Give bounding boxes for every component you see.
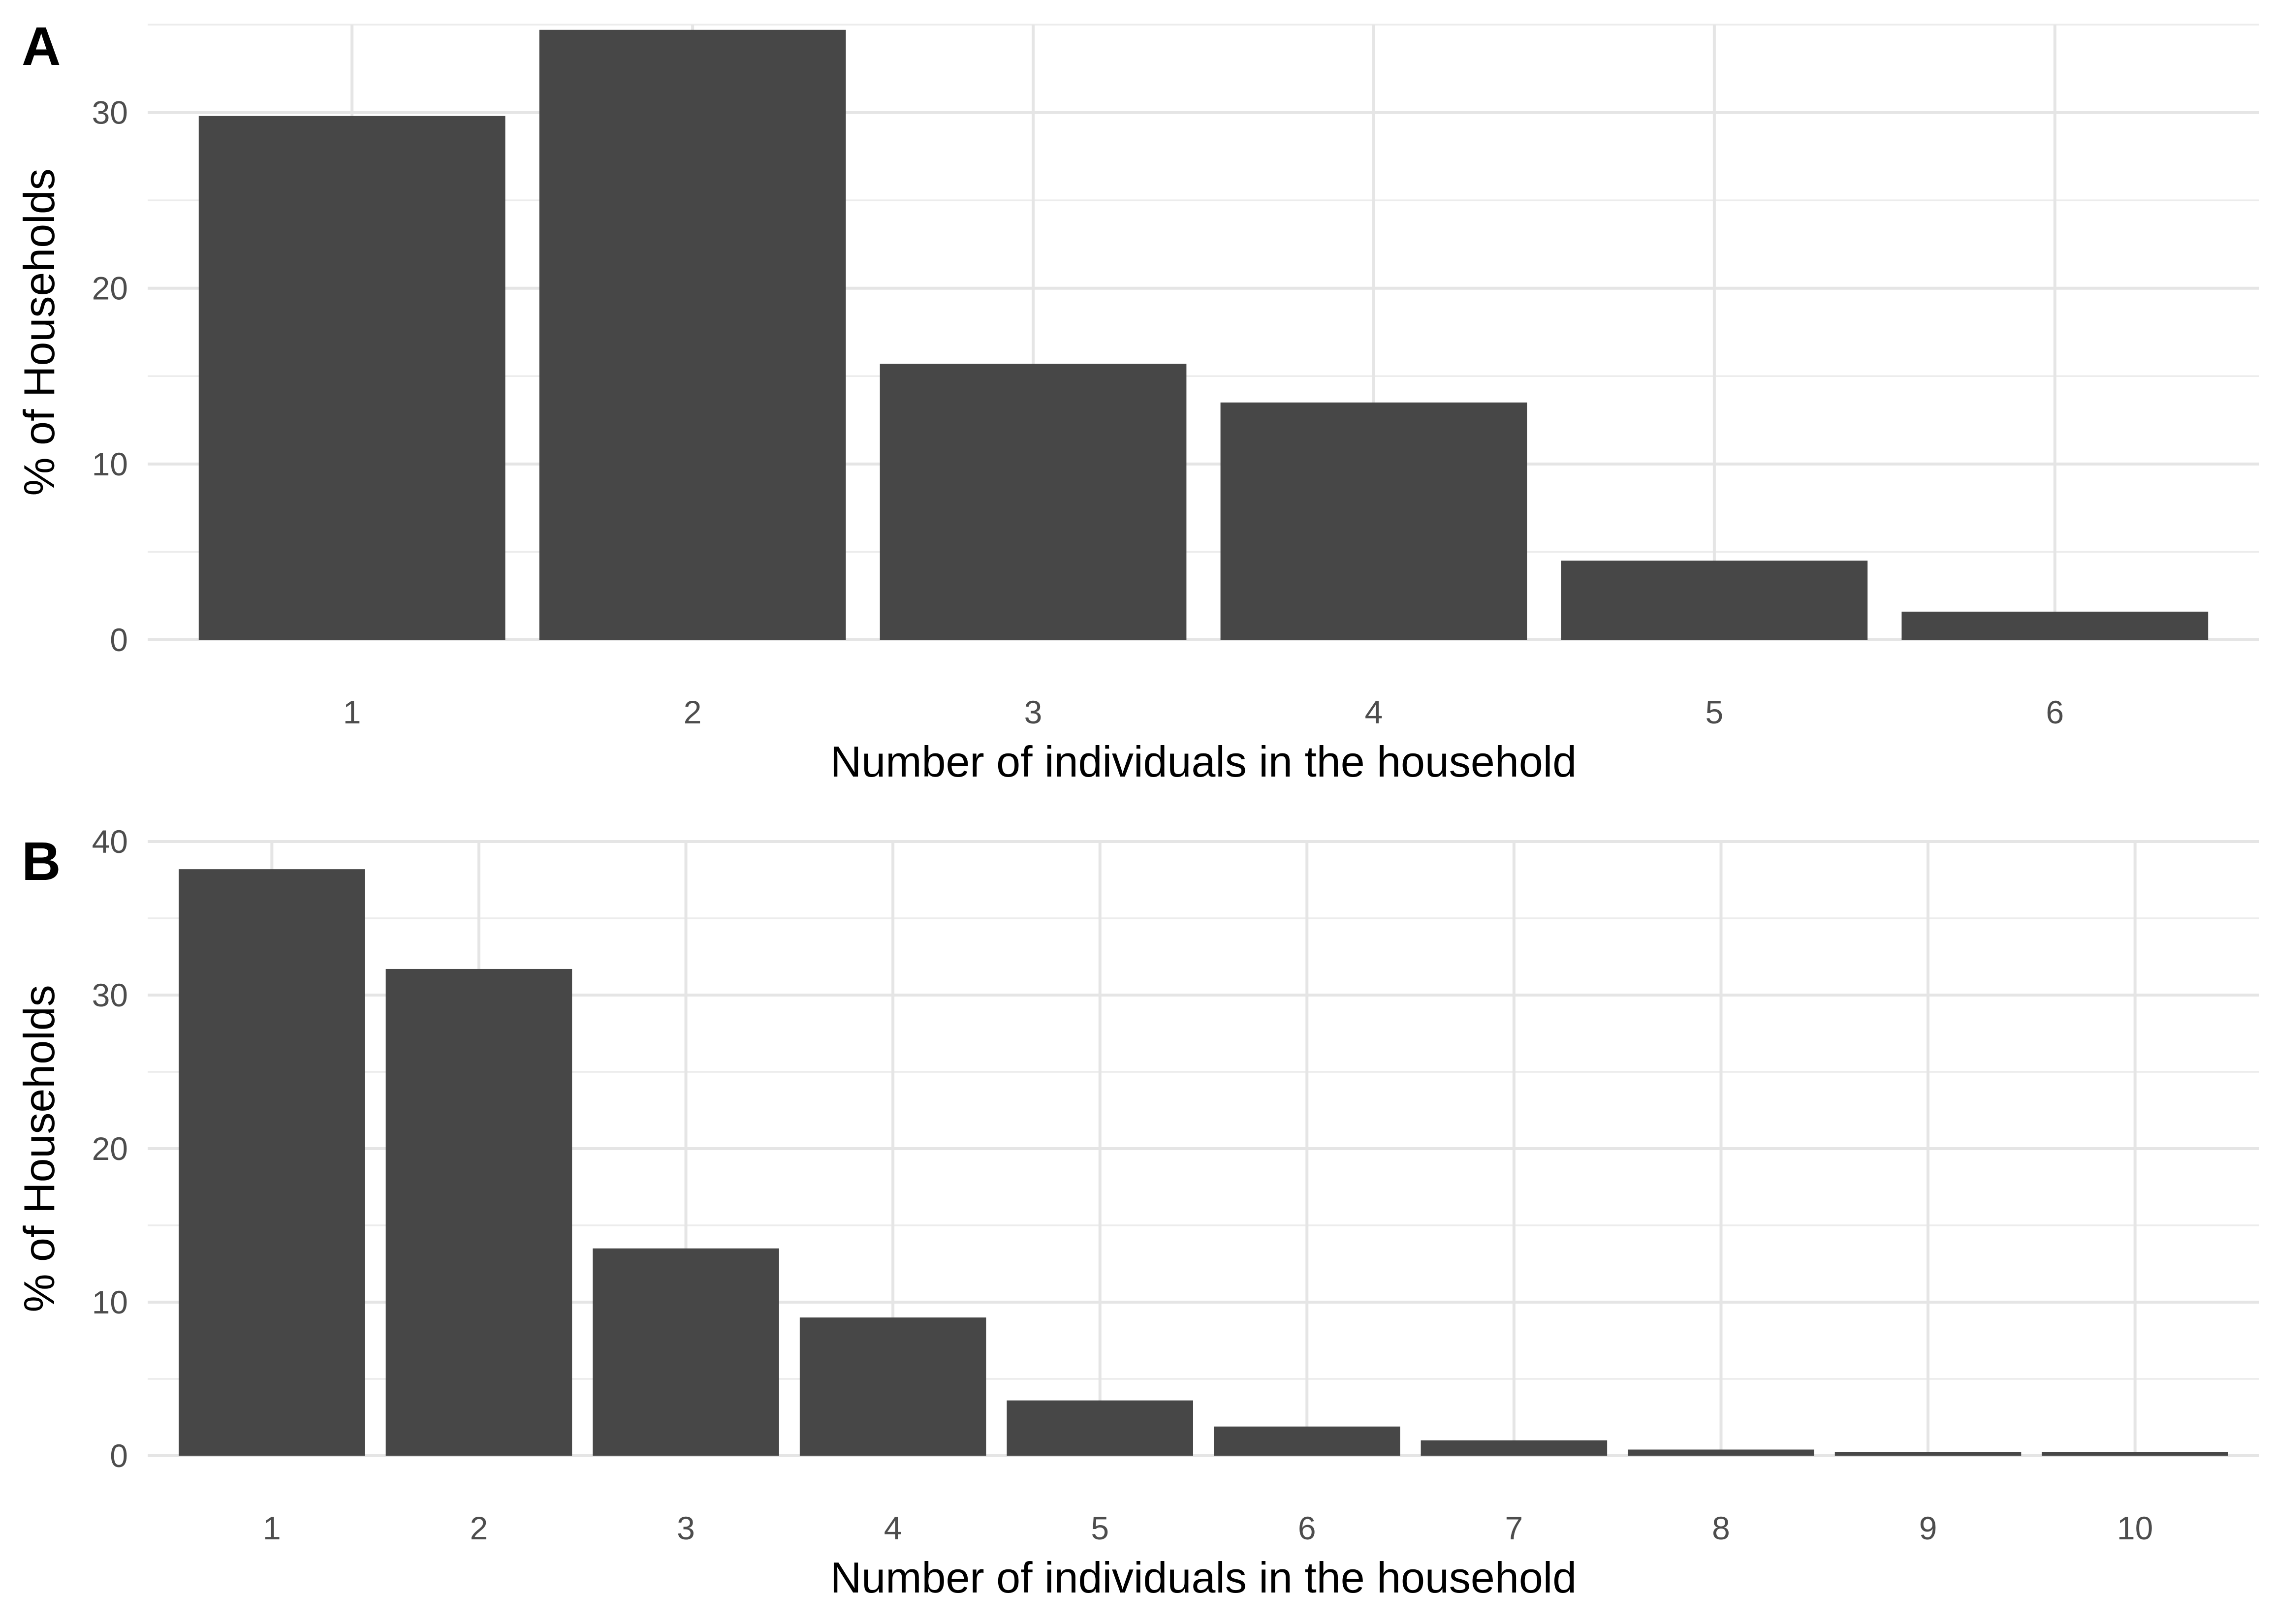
bar-1	[179, 869, 365, 1456]
y-tick-label: 20	[92, 1130, 128, 1167]
y-tick-label: 30	[92, 977, 128, 1013]
x-tick-label: 3	[677, 1510, 695, 1546]
x-axis-title: Number of individuals in the household	[830, 737, 1577, 786]
x-tick-label: 2	[470, 1510, 488, 1546]
bar-4	[1220, 402, 1527, 640]
panel-letter: A	[22, 16, 61, 77]
x-tick-label: 4	[884, 1510, 902, 1546]
x-tick-label: 5	[1091, 1510, 1109, 1546]
bar-5	[1561, 561, 1868, 640]
y-tick-label: 0	[110, 622, 128, 658]
bar-2	[385, 968, 572, 1456]
bar-5	[1007, 1400, 1193, 1456]
x-tick-label: 10	[2117, 1510, 2153, 1546]
bar-3	[880, 364, 1187, 640]
x-tick-label: 8	[1712, 1510, 1730, 1546]
x-tick-label: 2	[684, 694, 702, 730]
bar-6	[1901, 611, 2209, 640]
bar-2	[539, 30, 846, 640]
x-tick-label: 1	[343, 694, 361, 730]
x-tick-label: 5	[1706, 694, 1724, 730]
y-axis-title: % of Households	[15, 168, 63, 496]
panel-letter: B	[22, 831, 61, 892]
panel-a: 0 10 20 30 1 2 3 4 5 6 Number of individuals in th…	[15, 16, 2259, 786]
y-tick-label: 0	[110, 1437, 128, 1474]
y-axis-title: % of Households	[15, 985, 63, 1312]
x-tick-label: 7	[1505, 1510, 1523, 1546]
x-tick-label: 1	[263, 1510, 281, 1546]
x-tick-label: 3	[1024, 694, 1042, 730]
bar-6	[1214, 1426, 1400, 1456]
x-tick-label: 6	[1298, 1510, 1316, 1546]
x-tick-label: 9	[1919, 1510, 1937, 1546]
bar-4	[799, 1317, 986, 1456]
y-tick-label: 20	[92, 270, 128, 307]
x-tick-label: 4	[1365, 694, 1383, 730]
x-axis-title: Number of individuals in the household	[830, 1553, 1577, 1602]
bar-1	[198, 116, 505, 640]
x-tick-label: 6	[2046, 694, 2064, 730]
bar-10	[2042, 1452, 2228, 1456]
bar-3	[593, 1248, 779, 1456]
y-tick-label: 10	[92, 446, 128, 482]
bar-9	[1834, 1452, 2021, 1456]
y-tick-label: 40	[92, 823, 128, 860]
bar-8	[1628, 1449, 1814, 1456]
bar-7	[1421, 1440, 1608, 1456]
panel-b: 0 10 20 30 40 1 2 3 4 5 6 7 8 9 10 Number of individual…	[15, 823, 2259, 1602]
y-tick-label: 10	[92, 1284, 128, 1320]
y-tick-label: 30	[92, 94, 128, 131]
